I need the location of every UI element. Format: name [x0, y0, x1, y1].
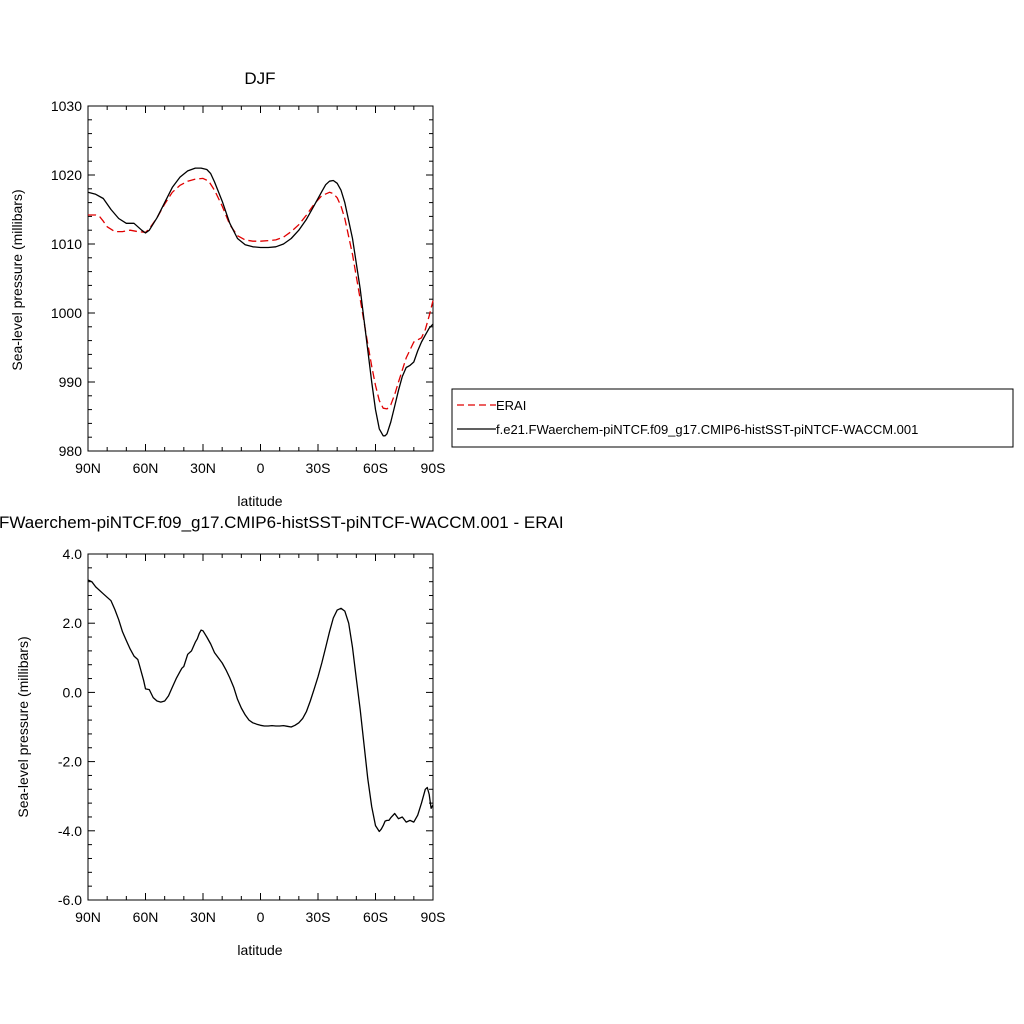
panel-top-y-tick-label: 1010	[51, 236, 82, 252]
legend-box	[451, 388, 1014, 448]
panel-top-x-tick-label: 90N	[75, 460, 101, 476]
panel-top-series-line-1	[87, 167, 434, 437]
panel-top-y-axis-title: Sea-level pressure (millibars)	[9, 189, 25, 370]
panel-bottom-plot-area: 90N 60N 30N 0 30S 60S 90S 4.0 2.0 0.0 -2.0 -4.0 -6.0	[58, 546, 446, 925]
panel-top-y-tick-label: 1020	[51, 167, 82, 183]
panel-bottom-y-tick-label: 0.0	[63, 684, 83, 700]
panel-bottom-y-tick-label: -6.0	[58, 892, 82, 908]
panel-top-y-tick-label: 1000	[51, 305, 82, 321]
panel-bottom-series-line-0	[87, 579, 434, 833]
panel-bottom-frame	[87, 553, 434, 901]
panel-bottom-x-tick-label: 90N	[75, 909, 101, 925]
panel-bottom-y-tick-label: 4.0	[63, 546, 83, 562]
panel-top-x-tick-label: 60N	[133, 460, 159, 476]
panel-bottom-x-tick-label: 60N	[133, 909, 159, 925]
panel-bottom-y-axis-title: Sea-level pressure (millibars)	[15, 636, 31, 817]
panel-bottom-y-tick-label: -2.0	[58, 754, 82, 770]
panel-top-frame	[87, 105, 434, 452]
panel-top-x-tick-label: 30S	[306, 460, 331, 476]
panel-bottom-x-axis-title: latitude	[237, 942, 282, 958]
panel-top-y-tick-label: 1030	[51, 98, 82, 114]
panel-top-x-tick-label: 90S	[421, 460, 446, 476]
panel-top-plot-area: 90N 60N 30N 0 30S 60S 90S 1030 1020 1010 1000 990 98…	[51, 98, 446, 476]
legend: ERAI f.e21.FWaerchem-piNTCF.f09_g17.CMIP…	[451, 388, 1014, 448]
panel-top-title: DJF	[244, 69, 275, 88]
panel-top-x-tick-label: 60S	[363, 460, 388, 476]
panel-top-x-tick-label: 0	[257, 460, 265, 476]
panel-bottom-x-tick-label: 60S	[363, 909, 388, 925]
panel-top-y-tick-label: 980	[59, 443, 83, 459]
legend-erai-label: ERAI	[496, 398, 526, 413]
panel-top: DJF 90N 60N 30N 0 30S 60S 90S10301020101010009…	[9, 69, 445, 509]
panel-top-y-tick-label: 990	[59, 374, 83, 390]
panel-top-x-axis-title: latitude	[237, 493, 282, 509]
panel-bottom-y-tick-label: -4.0	[58, 823, 82, 839]
panel-bottom-x-tick-label: 90S	[421, 909, 446, 925]
panel-bottom-x-tick-label: 30S	[306, 909, 331, 925]
panel-bottom-title: f.e21.FWaerchem-piNTCF.f09_g17.CMIP6-his…	[0, 513, 564, 532]
panel-top-series-line-0	[88, 177, 434, 410]
panel-bottom-x-tick-label: 0	[257, 909, 265, 925]
panel-bottom: f.e21.FWaerchem-piNTCF.f09_g17.CMIP6-his…	[0, 513, 564, 958]
panel-top-x-tick-label: 30N	[190, 460, 216, 476]
legend-model-label: f.e21.FWaerchem-piNTCF.f09_g17.CMIP6-his…	[496, 422, 918, 437]
panel-bottom-y-tick-label: 2.0	[63, 615, 83, 631]
panel-bottom-x-tick-label: 30N	[190, 909, 216, 925]
